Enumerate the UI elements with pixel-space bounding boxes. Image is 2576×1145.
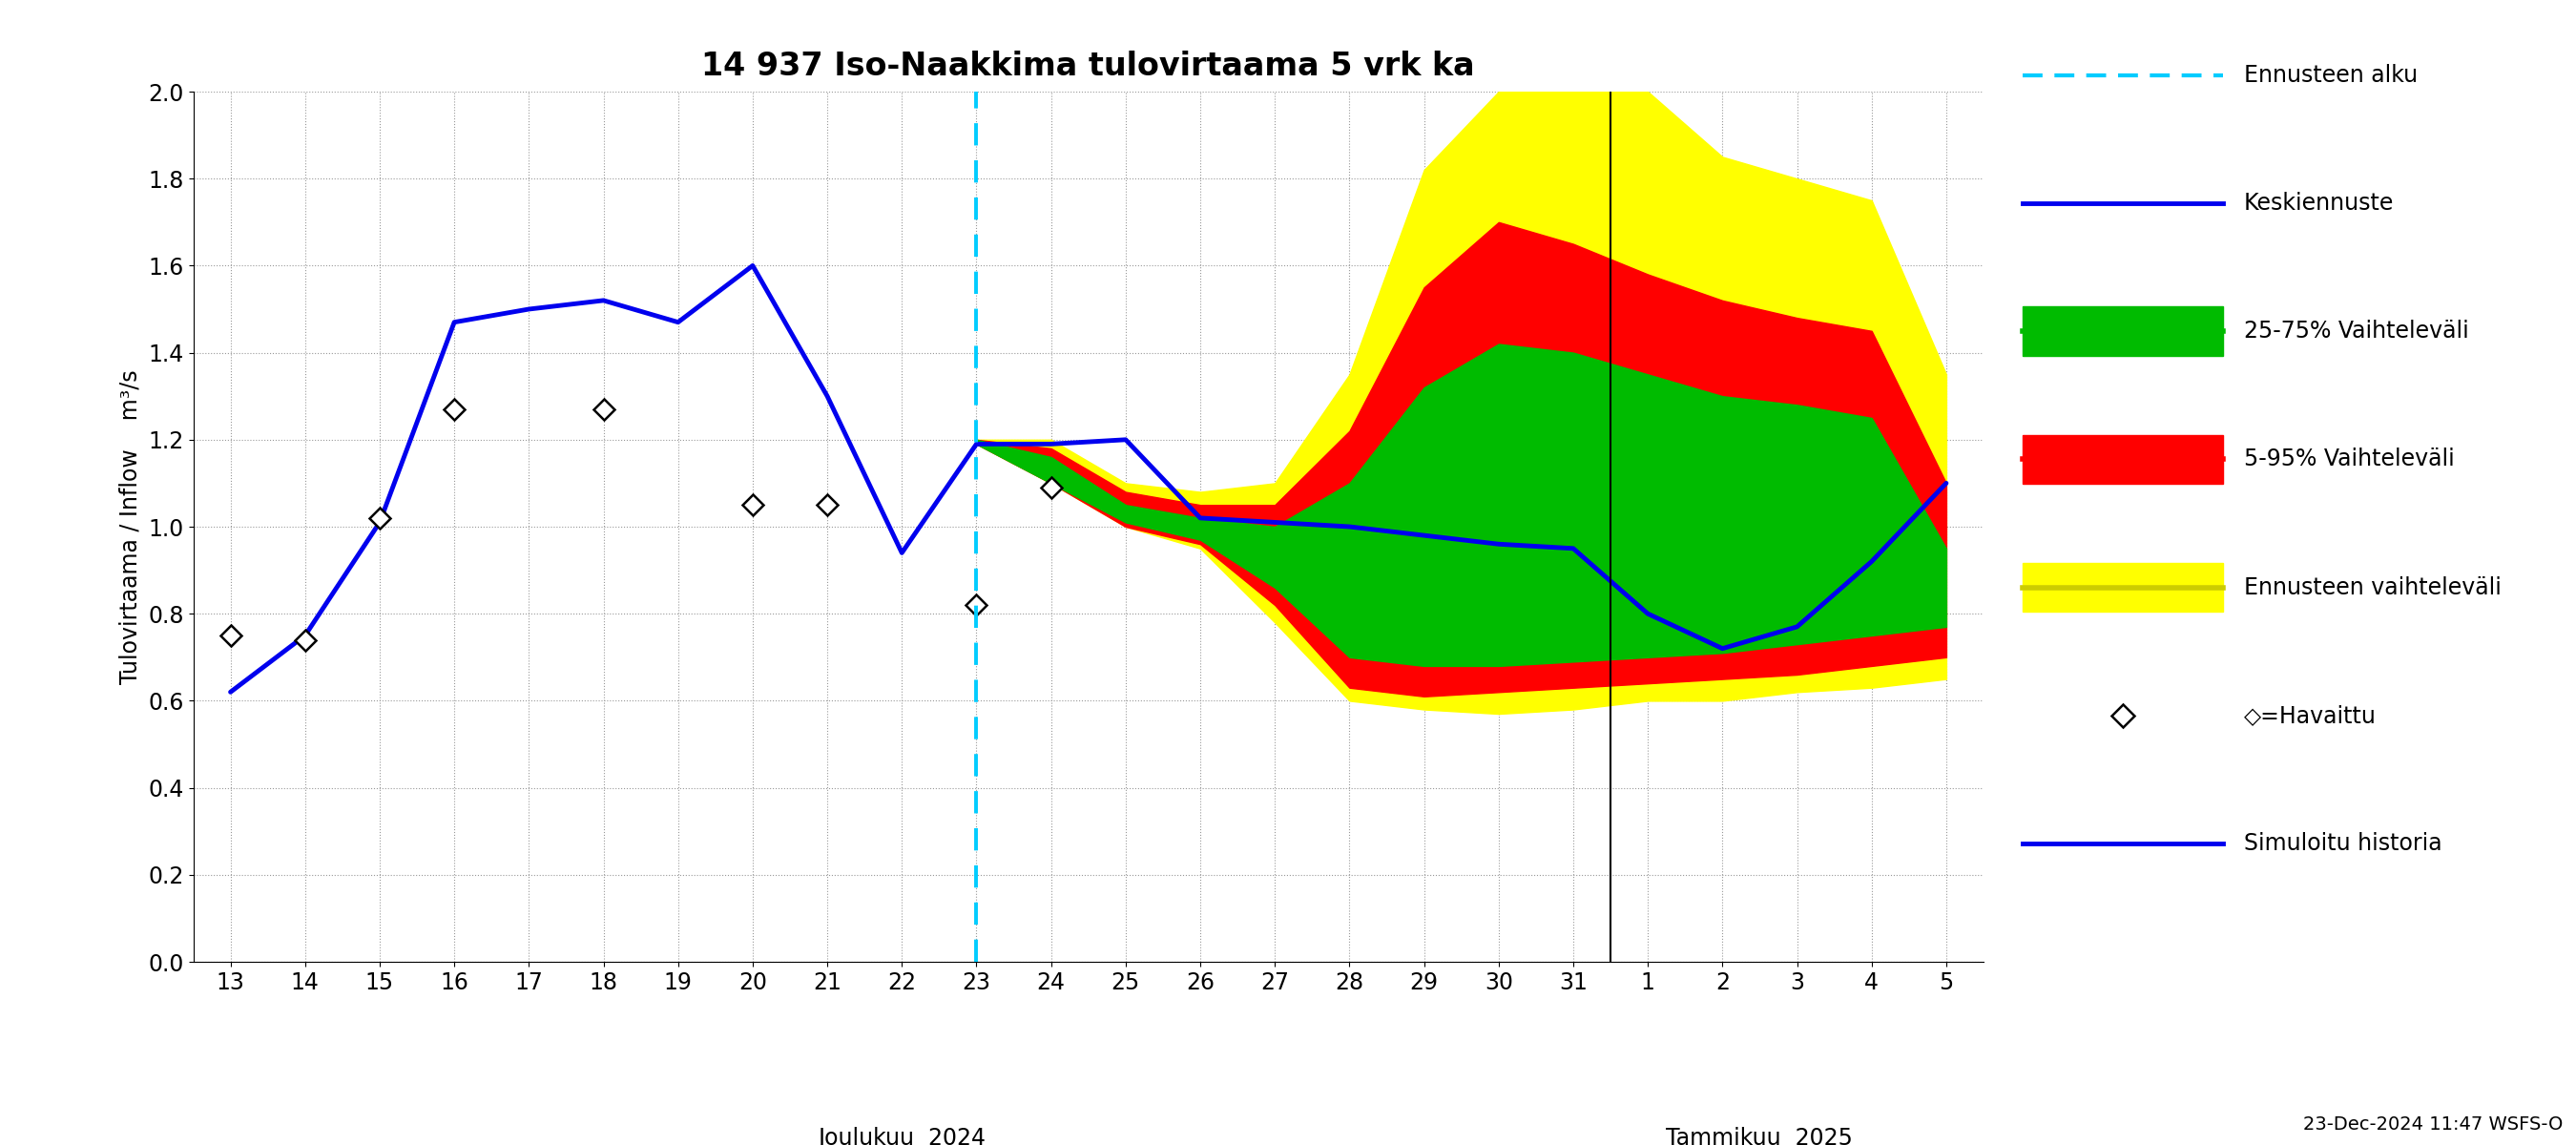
Text: 5-95% Vaihteleväli: 5-95% Vaihteleväli bbox=[2244, 448, 2455, 471]
Text: Ennusteen vaihteleväli: Ennusteen vaihteleväli bbox=[2244, 576, 2501, 599]
Text: Keskiennuste: Keskiennuste bbox=[2244, 192, 2393, 215]
Text: 25-75% Vaihteleväli: 25-75% Vaihteleväli bbox=[2244, 319, 2468, 342]
Text: ◇=Havaittu: ◇=Havaittu bbox=[2244, 704, 2378, 727]
Bar bbox=[2022, 563, 2223, 611]
Text: Simuloitu historia: Simuloitu historia bbox=[2244, 832, 2442, 855]
Text: 23-Dec-2024 11:47 WSFS-O: 23-Dec-2024 11:47 WSFS-O bbox=[2303, 1115, 2563, 1134]
Text: Tammikuu  2025
January: Tammikuu 2025 January bbox=[1667, 1127, 1852, 1145]
Bar bbox=[2022, 435, 2223, 484]
Y-axis label: Tulovirtaama / Inflow    m³/s: Tulovirtaama / Inflow m³/s bbox=[118, 370, 142, 684]
Text: Ennusteen alku: Ennusteen alku bbox=[2244, 64, 2419, 87]
Text: Joulukuu  2024
December: Joulukuu 2024 December bbox=[819, 1127, 987, 1145]
Bar bbox=[2022, 307, 2223, 356]
Title: 14 937 Iso-Naakkima tulovirtaama 5 vrk ka: 14 937 Iso-Naakkima tulovirtaama 5 vrk k… bbox=[701, 50, 1476, 82]
